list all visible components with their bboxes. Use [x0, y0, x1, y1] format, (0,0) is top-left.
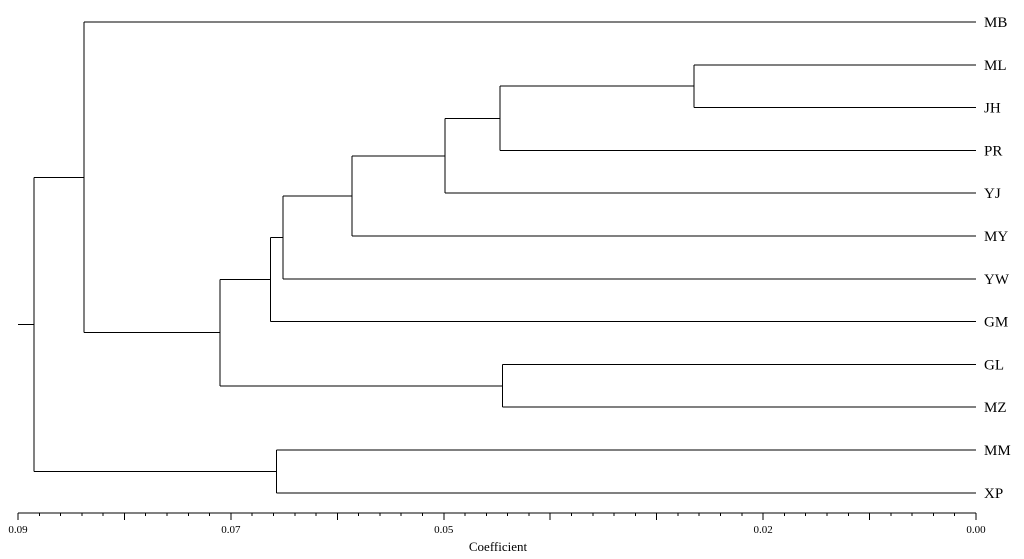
x-axis-tick-label: 0.05 [434, 524, 454, 536]
leaf-label-xp: XP [984, 486, 1003, 502]
dendrogram-branches [18, 21, 976, 494]
x-axis-title: Coefficient [469, 539, 528, 554]
leaf-label-gl: GL [984, 357, 1004, 373]
leaf-label-ml: ML [984, 58, 1007, 74]
leaf-label-gm: GM [984, 315, 1008, 331]
leaf-labels: MB ML JH PR YJ MY YW GM GL MZ MM XP [984, 15, 1011, 502]
leaf-label-mm: MM [984, 443, 1011, 459]
x-axis-ticks [17, 513, 977, 520]
leaf-label-mz: MZ [984, 400, 1007, 416]
leaf-label-yj: YJ [984, 186, 1001, 202]
x-axis-tick-labels: 0.09 0.07 0.05 0.02 0.00 [8, 524, 986, 536]
x-axis-tick-label: 0.00 [966, 524, 986, 536]
x-axis-tick-label: 0.02 [753, 524, 772, 536]
leaf-label-pr: PR [984, 143, 1002, 159]
x-axis-tick-label: 0.07 [221, 524, 241, 536]
leaf-label-mb: MB [984, 15, 1007, 31]
x-axis: 0.09 0.07 0.05 0.02 0.00 Coefficient [8, 512, 986, 554]
x-axis-tick-label: 0.09 [8, 524, 28, 536]
leaf-label-jh: JH [984, 101, 1001, 117]
leaf-label-yw: YW [984, 272, 1010, 288]
leaf-label-my: MY [984, 229, 1008, 245]
